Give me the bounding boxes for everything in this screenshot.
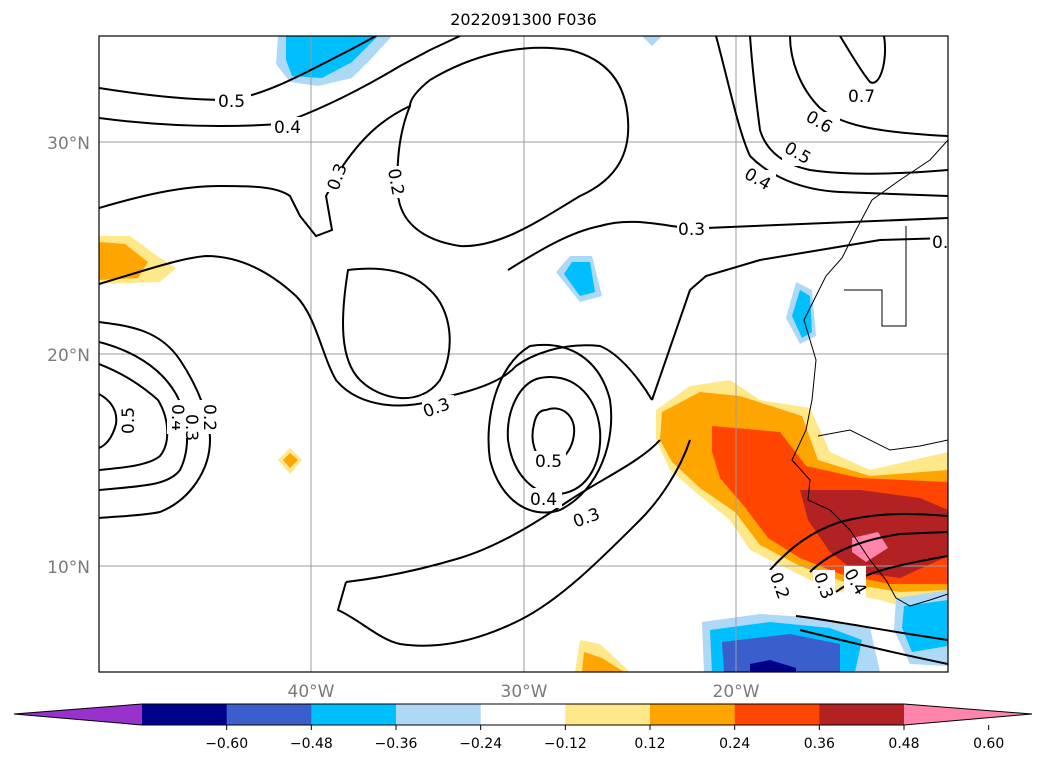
colorbar-tick-label: −0.24 xyxy=(459,736,502,752)
colorbar-cell xyxy=(650,704,736,725)
lat-label-10n: 10°N xyxy=(47,558,90,578)
coastline xyxy=(791,139,948,607)
colorbar-tick-label: −0.36 xyxy=(375,736,418,752)
contour-label: 0.5 xyxy=(535,452,562,472)
contour-label: 0.7 xyxy=(848,87,875,107)
colorbar-cell xyxy=(142,704,228,725)
colorbar-cell xyxy=(819,704,905,725)
colorbar-cell xyxy=(734,704,820,725)
map-frame xyxy=(98,35,949,673)
filled-anomaly-regions xyxy=(99,36,948,672)
colorbar-cell xyxy=(396,704,482,725)
colorbar: −0.60 −0.48 −0.36 −0.24 −0.12 0.12 0.24 0.36 0.4… xyxy=(13,703,1033,752)
colorbar-tick-label: 0.48 xyxy=(888,736,919,752)
colorbar-tick-label: 0.12 xyxy=(634,736,665,752)
contour-label: 0.2 xyxy=(199,404,219,431)
colorbar-extend-high xyxy=(904,704,1032,725)
lat-label-20n: 20°N xyxy=(47,346,90,366)
colorbar-tick-label: 0.60 xyxy=(973,736,1004,752)
contour-label: 0. xyxy=(932,233,948,253)
lat-label-30n: 30°N xyxy=(47,134,90,154)
colorbar-tick-label: 0.24 xyxy=(719,736,750,752)
contour-label: 0.4 xyxy=(274,118,301,138)
contour-label: 0.2 xyxy=(383,167,407,197)
map-panel xyxy=(99,36,948,672)
colorbar-tick-label: −0.12 xyxy=(544,736,587,752)
gridlines xyxy=(99,36,948,672)
contour-label: 0.5 xyxy=(218,92,245,112)
contour-label: 0.3 xyxy=(181,414,201,441)
contour-label: 0.3 xyxy=(678,220,705,240)
colorbar-tick-label: −0.60 xyxy=(205,736,248,752)
colorbar-extend-low xyxy=(14,704,142,725)
contour-label-group: 0.5 0.4 0.3 0.2 0.3 0.3 0.5 0.4 0.3 0.5 … xyxy=(118,86,948,604)
colorbar-cell xyxy=(311,704,397,725)
contour-label: 0.5 xyxy=(119,407,139,434)
lon-label-40w: 40°W xyxy=(288,682,335,702)
lon-label-30w: 30°W xyxy=(501,682,548,702)
colorbar-tick-label: 0.36 xyxy=(804,736,835,752)
colorbar-tick-label: −0.48 xyxy=(290,736,333,752)
contour-label: 0.4 xyxy=(530,490,557,510)
plot-title: 2022091300 F036 xyxy=(450,10,597,29)
colorbar-cell xyxy=(565,704,651,725)
lon-label-20w: 20°W xyxy=(713,682,760,702)
colorbar-cell xyxy=(480,704,566,725)
colorbar-cell xyxy=(226,704,312,725)
